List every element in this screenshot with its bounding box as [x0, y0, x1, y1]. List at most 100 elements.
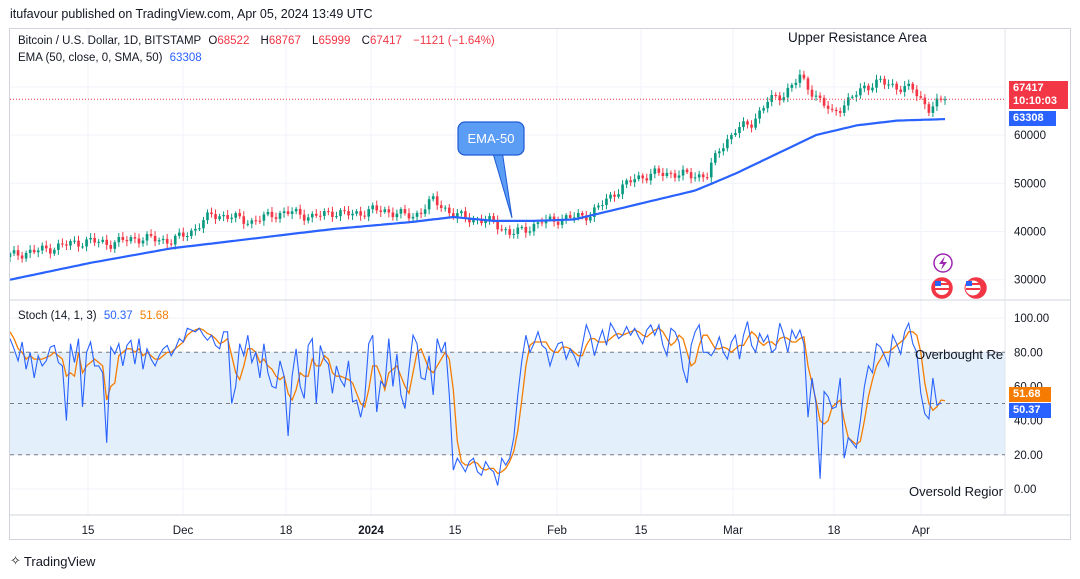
candle-up — [97, 241, 100, 243]
ema-legend-label: EMA (50, close, 0, SMA, 50) — [18, 52, 163, 64]
candle-down — [375, 205, 379, 211]
candle-up — [28, 249, 32, 253]
candle-down — [238, 213, 242, 217]
candle-down — [48, 248, 52, 254]
candle-down — [439, 205, 443, 208]
time-tick-label: Mar — [723, 525, 743, 537]
candle-up — [770, 95, 774, 102]
candle-down — [153, 235, 157, 242]
lightning-icon[interactable] — [933, 253, 953, 273]
candle-up — [85, 239, 88, 247]
candle-up — [395, 213, 399, 218]
candle-up — [782, 97, 786, 101]
us-flag-event-icon-2[interactable] — [964, 277, 987, 299]
candle-down — [121, 236, 125, 241]
candle-up — [907, 83, 911, 87]
candle-up — [177, 232, 181, 236]
candle-down — [802, 74, 806, 79]
ema-legend-value: 63308 — [169, 52, 202, 64]
candle-down — [314, 213, 318, 216]
candle-up — [266, 211, 270, 215]
tradingview-logo-icon: ✧ — [10, 553, 21, 568]
candle-down — [274, 217, 278, 219]
candle-up — [536, 222, 540, 225]
candle-up — [798, 74, 802, 83]
candle-up — [637, 175, 641, 180]
candle-up — [282, 211, 286, 214]
candle-up — [693, 177, 697, 179]
us-flag-event-icon[interactable] — [931, 277, 953, 299]
candle-up — [351, 213, 354, 216]
candle-up — [738, 127, 741, 134]
stoch-d-line — [10, 327, 946, 475]
candle-down — [778, 95, 782, 101]
candle-up — [677, 175, 681, 178]
candle-down — [447, 207, 451, 214]
stoch-legend-label: Stoch (14, 1, 3) — [18, 310, 97, 322]
candle-down — [927, 104, 931, 113]
candle-up — [218, 216, 221, 220]
candle-down — [895, 83, 898, 90]
price-tick-label: 60000 — [1014, 130, 1046, 142]
candle-up — [754, 118, 757, 128]
candle-up — [89, 237, 92, 240]
candle-up — [323, 211, 326, 216]
candle-up — [443, 207, 447, 209]
candle-up — [371, 205, 375, 210]
overbought-label: Overbought Re — [915, 347, 1003, 362]
candle-up — [762, 108, 765, 111]
time-tick-label: Apr — [912, 525, 930, 537]
candle-up — [572, 217, 576, 219]
tradingview-logo[interactable]: ✧ TradingView — [10, 553, 95, 569]
candle-down — [363, 215, 366, 217]
candle-down — [137, 238, 141, 244]
candle-up — [665, 172, 669, 176]
ema-50-line — [10, 118, 946, 281]
candle-up — [576, 212, 580, 218]
price-tick-label: 30000 — [1014, 275, 1046, 287]
candle-up — [512, 233, 516, 235]
tradingview-brand-text: TradingView — [23, 553, 96, 569]
stoch-d-value: 51.68 — [139, 310, 169, 322]
candle-up — [355, 211, 358, 214]
close-value: 67417 — [369, 35, 402, 47]
symbol-name: Bitcoin / U.S. Dollar, 1D, BITSTAMP — [18, 35, 202, 47]
candle-down — [379, 210, 383, 212]
candle-down — [347, 211, 350, 216]
stoch-tick-label: 80.00 — [1014, 347, 1043, 359]
candles-layer — [10, 69, 947, 263]
candle-up — [649, 173, 653, 181]
candle-down — [270, 211, 274, 218]
symbol-legend: Bitcoin / U.S. Dollar, 1D, BITSTAMP O685… — [18, 35, 499, 47]
chart-frame — [9, 28, 1071, 540]
candle-up — [310, 213, 314, 218]
candle-down — [580, 212, 584, 216]
candle-down — [613, 194, 616, 197]
candle-up — [250, 220, 254, 224]
candle-down — [214, 214, 217, 220]
candle-down — [500, 229, 503, 231]
candle-up — [742, 121, 745, 128]
candle-down — [93, 237, 96, 243]
candle-up — [415, 212, 419, 217]
candle-down — [464, 211, 467, 219]
candle-up — [141, 240, 145, 244]
candle-down — [641, 175, 645, 179]
candle-down — [899, 89, 902, 92]
candle-up — [278, 213, 282, 219]
candle-down — [645, 178, 649, 181]
candle-down — [540, 222, 544, 224]
stoch-legend: Stoch (14, 1, 3) 50.37 51.68 — [18, 310, 173, 322]
candle-down — [774, 95, 778, 97]
candle-up — [173, 235, 177, 245]
candle-up — [842, 105, 846, 113]
candle-up — [887, 84, 890, 86]
candle-up — [12, 250, 16, 254]
candle-down — [242, 216, 246, 224]
candle-down — [883, 78, 886, 85]
candle-up — [339, 210, 342, 217]
time-tick-label: Feb — [547, 525, 567, 537]
candle-up — [758, 110, 761, 119]
